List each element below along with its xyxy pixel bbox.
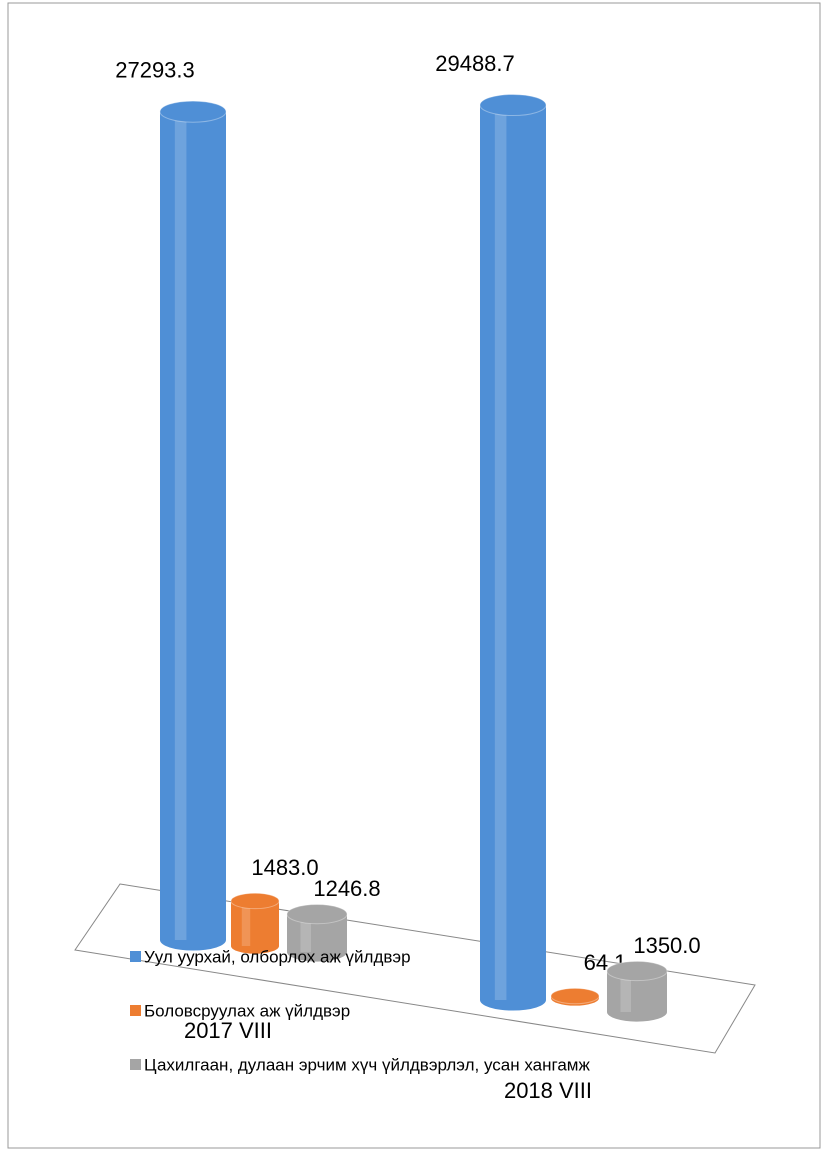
bar-top bbox=[479, 93, 547, 117]
bar-top bbox=[606, 960, 668, 982]
legend-label: Цахилгаан, дулаан эрчим хүч үйлдвэрлэл, … bbox=[144, 1055, 590, 1074]
legend-swatch bbox=[130, 951, 141, 962]
bar bbox=[160, 111, 226, 951]
bar-highlight bbox=[620, 971, 631, 1012]
cylinder bbox=[606, 960, 668, 1022]
cylinder bbox=[230, 892, 280, 954]
chart-frame bbox=[7, 2, 821, 1149]
x-tick-label: 2018 VIII bbox=[504, 1078, 592, 1103]
cylinder bbox=[159, 100, 227, 951]
value-label: 27293.3 bbox=[115, 57, 195, 82]
value-label: 29488.7 bbox=[435, 51, 515, 76]
legend-label: Уул уурхай, олборлох аж үйлдвэр bbox=[144, 947, 411, 966]
bar bbox=[287, 914, 347, 962]
value-label: 1350.0 bbox=[633, 933, 700, 958]
bar-highlight bbox=[494, 105, 507, 1000]
bar-top bbox=[550, 987, 600, 1005]
value-label: 1246.8 bbox=[313, 876, 380, 901]
bar-top bbox=[230, 892, 280, 910]
bar-top bbox=[159, 100, 227, 123]
bar-highlight bbox=[174, 111, 187, 941]
value-label: 1483.0 bbox=[251, 855, 318, 880]
bar bbox=[607, 971, 667, 1022]
x-tick-label: 2017 VIII bbox=[184, 1018, 272, 1043]
bar-highlight bbox=[300, 914, 311, 952]
bar bbox=[231, 900, 279, 954]
cylinder bbox=[479, 93, 547, 1011]
legend-swatch bbox=[130, 1059, 141, 1070]
cylinder bbox=[550, 987, 600, 1006]
bar-highlight bbox=[241, 900, 251, 946]
cylinder bbox=[286, 904, 348, 962]
legend-label: Боловсруулах аж үйлдвэр bbox=[144, 1001, 350, 1020]
bar bbox=[480, 105, 546, 1011]
bar-top bbox=[286, 904, 348, 925]
legend-swatch bbox=[130, 1005, 141, 1016]
